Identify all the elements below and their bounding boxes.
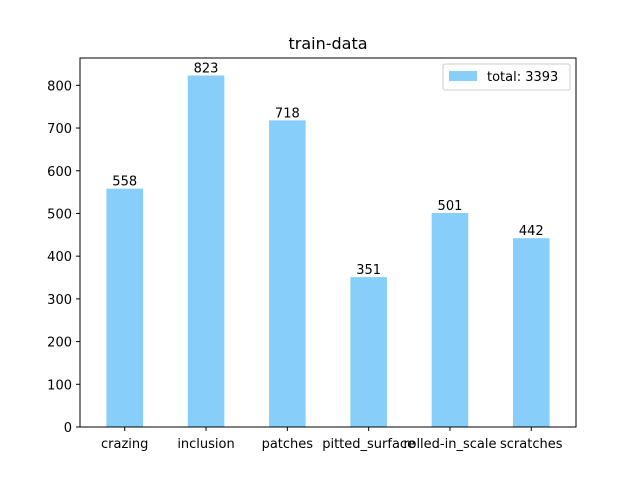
x-tick-label-rolled-in_scale: rolled-in_scale — [403, 437, 496, 452]
y-tick-label: 0 — [64, 421, 72, 436]
y-tick-label: 300 — [47, 293, 72, 308]
data-label-rolled-in_scale: 501 — [438, 199, 463, 214]
bar-crazing — [106, 188, 144, 427]
y-tick-label: 400 — [47, 250, 72, 265]
y-tick-label: 500 — [47, 207, 72, 222]
legend-frame — [442, 63, 571, 91]
bar-pitted_surface — [350, 277, 387, 427]
y-tick-label: 600 — [47, 165, 72, 180]
plot-area: 558 crazing 823 inclusion 718 patches 351 pitte… — [47, 57, 577, 452]
data-label-inclusion: 823 — [194, 62, 219, 77]
y-tick-label: 200 — [47, 336, 72, 351]
data-label-pitted_surface: 351 — [356, 263, 381, 278]
chart-title: train-data — [288, 34, 367, 53]
x-tick-label-patches: patches — [262, 437, 314, 452]
x-tick-label-crazing: crazing — [101, 437, 148, 452]
data-label-crazing: 558 — [112, 175, 137, 190]
bar-scratches — [512, 238, 550, 427]
y-tick-label: 800 — [47, 79, 72, 94]
bar-inclusion — [187, 75, 225, 428]
x-tick-label-pitted_surface: pitted_surface — [322, 437, 415, 452]
data-label-scratches: 442 — [519, 224, 544, 239]
bar-rolled-in_scale — [431, 213, 469, 427]
y-tick-label: 100 — [47, 378, 72, 393]
x-tick-label-scratches: scratches — [500, 437, 563, 452]
data-label-patches: 718 — [275, 106, 300, 121]
legend: total: 3393 — [442, 63, 571, 91]
x-tick-label-inclusion: inclusion — [177, 437, 234, 452]
bar-patches — [269, 120, 306, 428]
y-tick-label: 700 — [47, 122, 72, 137]
axes-frame — [79, 57, 577, 428]
legend-swatch — [449, 71, 477, 81]
legend-label: total: 3393 — [487, 70, 558, 85]
